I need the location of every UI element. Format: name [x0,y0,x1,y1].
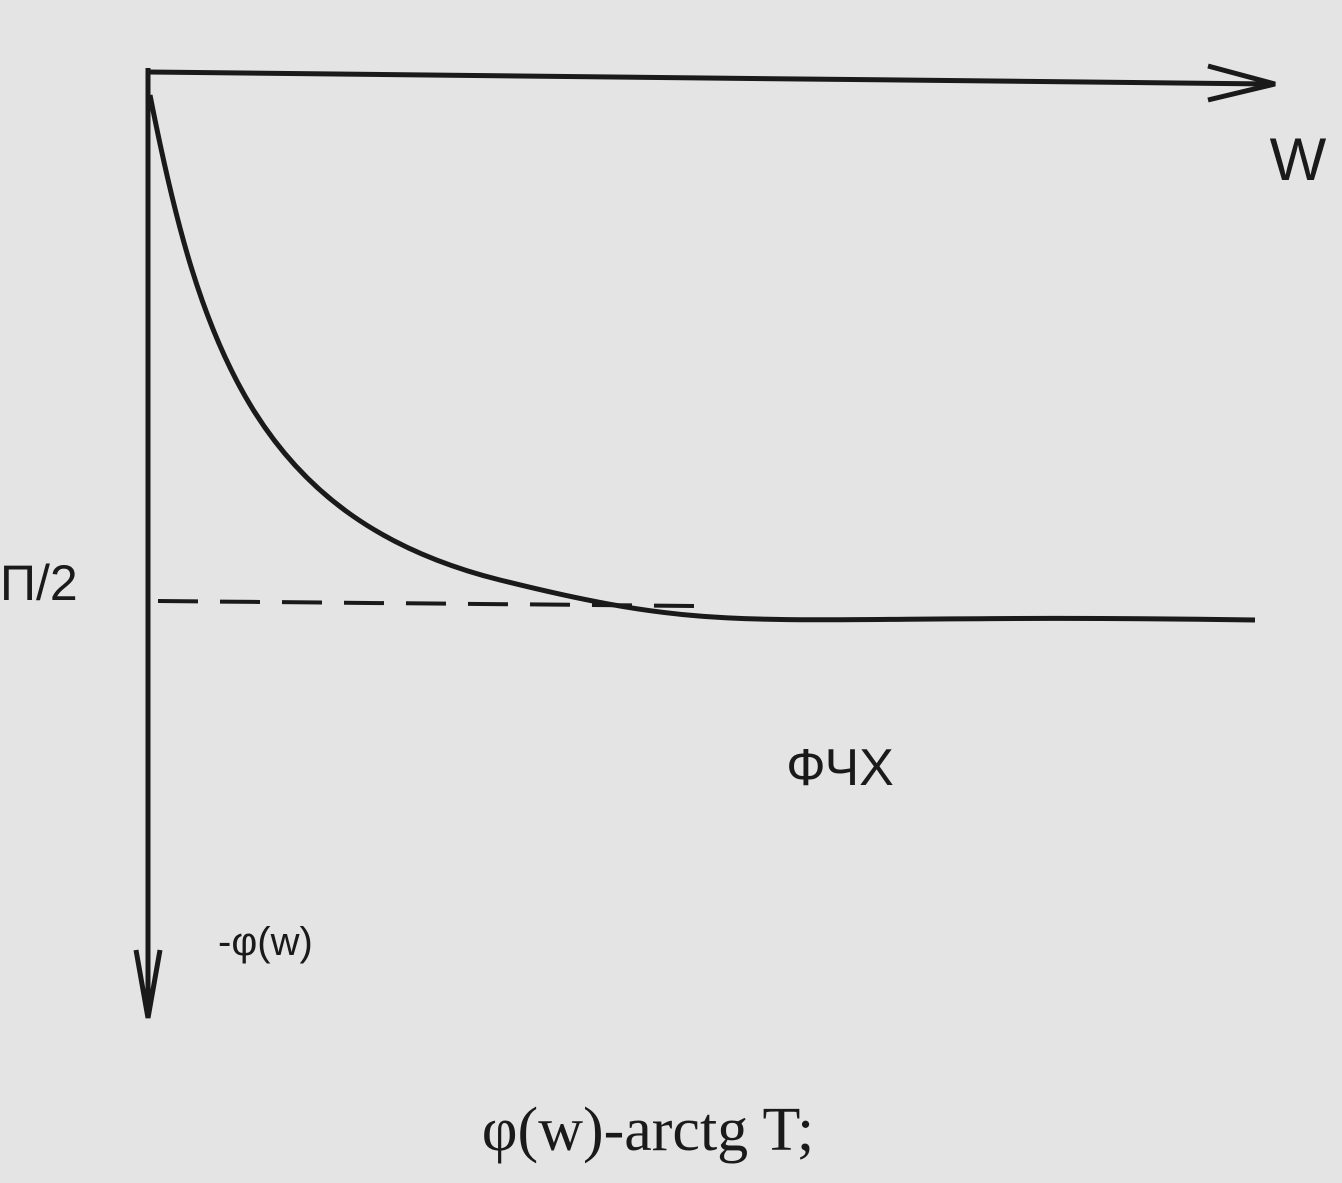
caption: φ(w)-arctg T; [482,1096,814,1164]
y-axis-label: -φ(w) [218,920,313,964]
x-axis [147,69,1271,87]
curve-label: ФЧХ [786,739,894,797]
x-axis-label: W [1270,126,1327,193]
x-axis-arrow [1207,63,1276,103]
phase-curve [147,94,1256,623]
asymptote-label: П/2 [0,555,78,611]
y-axis-arrow [133,949,163,1019]
